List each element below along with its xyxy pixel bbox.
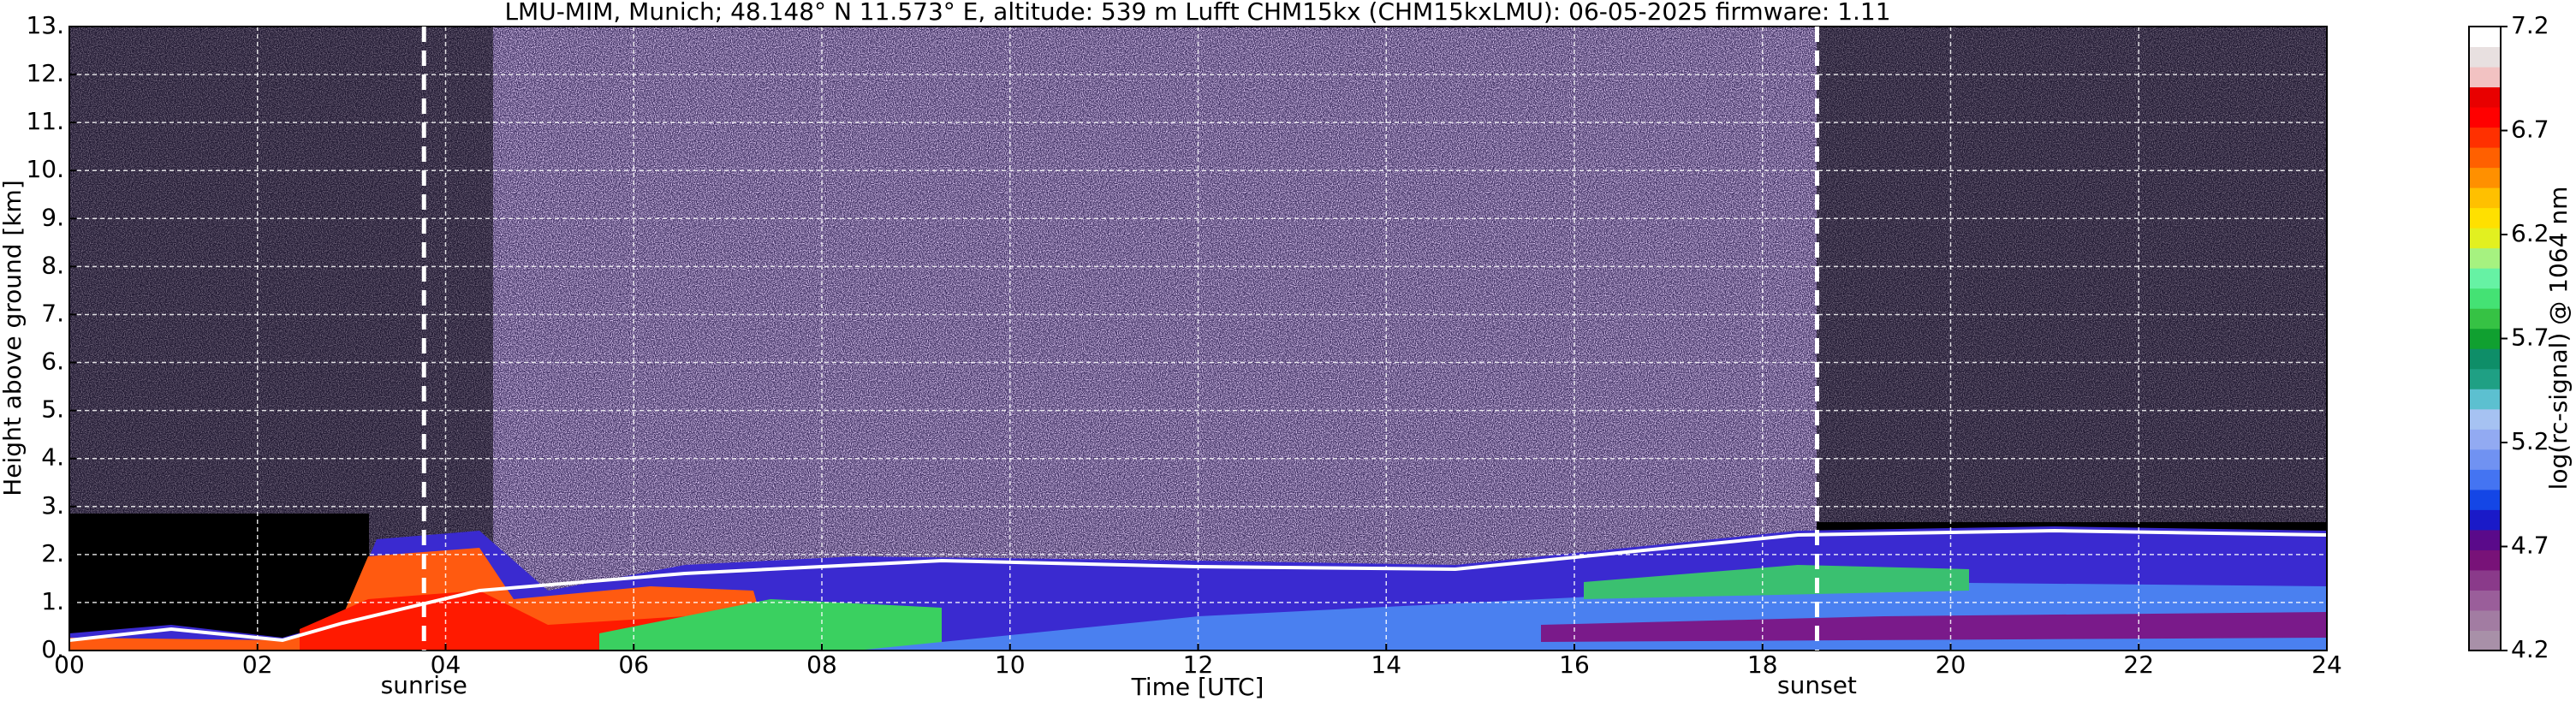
colorbar-level bbox=[2469, 187, 2501, 209]
colorbar-tick-label: 4.2 bbox=[2511, 635, 2549, 663]
x-tick-label: 12 bbox=[1183, 651, 1214, 679]
colorbar-level bbox=[2469, 107, 2501, 128]
y-tick-label: 13. bbox=[26, 11, 64, 39]
colorbar-level bbox=[2469, 207, 2501, 229]
colorbar-level bbox=[2469, 167, 2501, 188]
colorbar-level bbox=[2469, 550, 2501, 571]
x-axis-label: Time [UTC] bbox=[1131, 673, 1264, 701]
colorbar-level bbox=[2469, 509, 2501, 531]
y-tick-label: 2. bbox=[41, 539, 64, 567]
x-tick-label: 18 bbox=[1747, 651, 1778, 679]
colorbar-level bbox=[2469, 67, 2501, 88]
colorbar-level bbox=[2469, 469, 2501, 490]
colorbar-level bbox=[2469, 609, 2501, 631]
x-tick-label: 04 bbox=[431, 651, 461, 679]
colorbar-level bbox=[2469, 449, 2501, 470]
colorbar-level bbox=[2469, 308, 2501, 330]
y-tick-label: 8. bbox=[41, 251, 64, 279]
colorbar-label: log(rc-signal) @ 1064 nm bbox=[2544, 187, 2573, 490]
y-tick-label: 11. bbox=[26, 107, 64, 135]
colorbar-level bbox=[2469, 348, 2501, 370]
colorbar-level bbox=[2469, 489, 2501, 510]
x-tick-label: 02 bbox=[242, 651, 273, 679]
x-tick-label: 06 bbox=[618, 651, 649, 679]
colorbar-level bbox=[2469, 86, 2501, 108]
colorbar-level bbox=[2469, 328, 2501, 349]
colorbar-level bbox=[2469, 389, 2501, 410]
colorbar-level bbox=[2469, 147, 2501, 169]
y-tick-label: 1. bbox=[41, 587, 64, 615]
chart-title: LMU-MIM, Munich; 48.148° N 11.573° E, al… bbox=[504, 0, 1890, 26]
x-tick-label: 20 bbox=[1936, 651, 1966, 679]
y-tick-label: 9. bbox=[41, 203, 64, 231]
y-tick-label: 3. bbox=[41, 491, 64, 520]
x-tick-label: 00 bbox=[54, 651, 85, 679]
x-tick-label: 22 bbox=[2123, 651, 2154, 679]
x-tick-label: 24 bbox=[2311, 651, 2342, 679]
colorbar-level bbox=[2469, 127, 2501, 148]
colorbar-level bbox=[2469, 27, 2501, 48]
y-axis-label: Height above ground [km] bbox=[0, 180, 27, 496]
colorbar-level bbox=[2469, 429, 2501, 450]
colorbar-level bbox=[2469, 368, 2501, 389]
y-tick-label: 12. bbox=[26, 59, 64, 87]
x-tick-label: 14 bbox=[1371, 651, 1401, 679]
colorbar-level bbox=[2469, 288, 2501, 309]
colorbar-level bbox=[2469, 46, 2501, 68]
colorbar-level bbox=[2469, 569, 2501, 591]
x-tick-label: 08 bbox=[806, 651, 837, 679]
y-tick-label: 0. bbox=[41, 635, 64, 663]
y-tick-label: 10. bbox=[26, 155, 64, 183]
colorbar-tick-label: 4.7 bbox=[2511, 532, 2549, 560]
y-tick-label: 6. bbox=[41, 348, 64, 376]
colorbar-tick-label: 5.2 bbox=[2511, 427, 2549, 455]
event-label: sunrise bbox=[381, 671, 467, 699]
y-tick-label: 4. bbox=[41, 443, 64, 472]
x-tick-label: 10 bbox=[995, 651, 1026, 679]
event-label: sunset bbox=[1777, 671, 1857, 699]
colorbar-level bbox=[2469, 268, 2501, 289]
colorbar-tick-label: 6.7 bbox=[2511, 116, 2549, 144]
colorbar-tick-label: 6.2 bbox=[2511, 219, 2549, 247]
colorbar-tick-label: 5.7 bbox=[2511, 324, 2549, 352]
colorbar-level bbox=[2469, 590, 2501, 611]
colorbar-tick-label: 7.2 bbox=[2511, 11, 2549, 39]
colorbar-level bbox=[2469, 408, 2501, 430]
colorbar-level bbox=[2469, 529, 2501, 550]
y-tick-label: 5. bbox=[41, 395, 64, 424]
colorbar-level bbox=[2469, 247, 2501, 269]
colorbar-level bbox=[2469, 630, 2501, 651]
colorbar-level bbox=[2469, 228, 2501, 249]
y-tick-label: 7. bbox=[41, 299, 64, 327]
x-tick-label: 16 bbox=[1559, 651, 1590, 679]
